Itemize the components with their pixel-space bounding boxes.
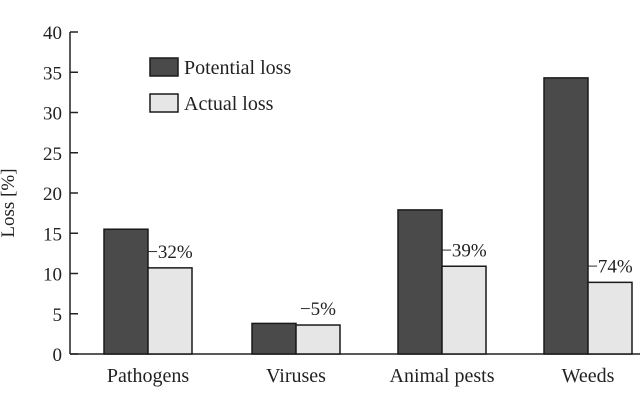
change-annotation: −74% (587, 256, 633, 277)
legend-swatch (149, 57, 179, 77)
category-label: Pathogens (107, 365, 189, 387)
actual-loss-bar-viruses (295, 324, 341, 355)
category-label: Weeds (562, 365, 615, 387)
category-label: Viruses (266, 365, 326, 387)
y-axis-title: Loss [%] (0, 168, 19, 237)
y-tick-label: 40 (43, 23, 62, 44)
actual-loss-bar-pathogens (147, 267, 193, 355)
potential-loss-bar-pathogens (103, 228, 149, 355)
change-annotation: −32% (147, 242, 193, 263)
y-tick-label: 20 (43, 184, 62, 205)
potential-loss-bar-animal-pests (397, 209, 443, 355)
y-tick-label: 5 (53, 305, 63, 326)
potential-loss-bar-viruses (251, 322, 297, 355)
y-axis-ticks: 0 5 10 15 20 25 30 35 40 (43, 23, 78, 366)
change-annotation: −39% (441, 240, 487, 261)
actual-loss-bar-weeds (587, 281, 633, 355)
legend-label: Potential loss (184, 57, 291, 79)
category-labels: Pathogens Viruses Animal pests Weeds (107, 365, 615, 387)
legend: Potential loss Actual loss (149, 57, 291, 115)
change-annotations: −32% −5% −39% −74% (147, 240, 633, 320)
change-annotation: −5% (300, 299, 336, 320)
y-tick-label: 15 (43, 224, 62, 245)
y-tick-label: 0 (53, 345, 63, 366)
actual-loss-bar-animal-pests (441, 265, 487, 355)
y-tick-label: 35 (43, 63, 62, 84)
y-tick-label: 10 (43, 265, 62, 286)
y-tick-label: 25 (43, 144, 62, 165)
legend-label: Actual loss (184, 93, 274, 115)
y-tick-label: 30 (43, 104, 62, 125)
potential-loss-bar-weeds (543, 77, 589, 355)
bars (103, 77, 633, 355)
legend-swatch (149, 93, 179, 113)
category-label: Animal pests (390, 365, 495, 387)
